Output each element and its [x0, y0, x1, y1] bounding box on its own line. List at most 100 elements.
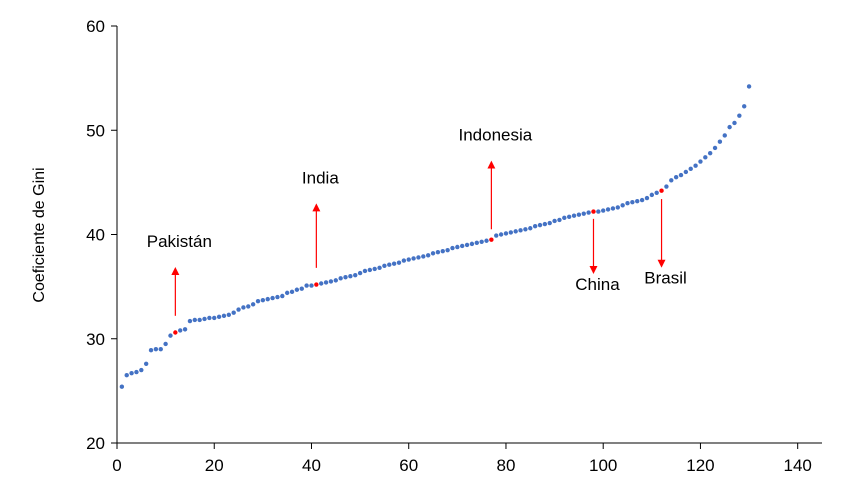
data-point — [284, 290, 290, 296]
data-point — [119, 384, 125, 389]
data-point — [323, 280, 329, 285]
annotation-label: Brasil — [644, 269, 687, 288]
data-point — [139, 367, 144, 373]
data-point — [202, 316, 207, 322]
data-point — [639, 197, 645, 203]
data-point — [182, 327, 188, 332]
data-point — [362, 268, 368, 274]
data-point — [620, 203, 625, 208]
data-point — [673, 174, 679, 180]
data-point — [669, 178, 674, 183]
data-point — [513, 229, 518, 234]
x-tick-label: 100 — [589, 456, 617, 475]
data-point — [391, 261, 397, 266]
data-point — [455, 244, 460, 250]
data-point — [212, 315, 217, 321]
highlighted-data-point — [173, 330, 178, 335]
data-point — [396, 260, 402, 265]
data-point — [241, 305, 246, 310]
data-point — [250, 302, 256, 307]
data-point — [596, 209, 601, 214]
highlighted-data-point — [314, 282, 319, 287]
data-point — [469, 241, 475, 247]
data-point — [319, 281, 324, 286]
data-point — [221, 313, 227, 319]
data-point — [532, 223, 538, 229]
data-point — [717, 139, 723, 144]
x-tick-label: 120 — [686, 456, 714, 475]
annotation-label: Pakistán — [147, 232, 212, 251]
data-point — [328, 279, 334, 284]
x-tick-label: 60 — [399, 456, 418, 475]
x-tick-label: 20 — [205, 456, 224, 475]
highlighted-data-point — [489, 237, 494, 242]
data-point — [625, 201, 630, 206]
data-point — [421, 254, 426, 259]
data-point — [357, 270, 363, 276]
data-point — [601, 208, 606, 213]
data-point — [552, 218, 557, 224]
data-point — [727, 124, 732, 130]
data-point — [503, 231, 509, 236]
data-point — [430, 251, 436, 256]
data-point — [187, 318, 193, 324]
data-point — [508, 230, 514, 235]
data-point — [377, 265, 382, 271]
data-point — [479, 239, 484, 244]
data-point — [542, 221, 548, 227]
data-point — [192, 317, 197, 323]
data-point — [299, 286, 304, 291]
annotation-labels: Pakistán India Indonesia China Brasil — [147, 126, 687, 294]
data-point — [737, 113, 742, 118]
data-point — [353, 272, 358, 278]
data-point — [615, 205, 620, 210]
data-point — [518, 228, 523, 233]
data-point — [557, 217, 562, 223]
data-point — [474, 240, 479, 246]
data-point — [134, 369, 139, 375]
data-point — [158, 346, 163, 352]
data-point — [630, 199, 635, 205]
y-axis-label: Coeficiente de Gini — [31, 167, 48, 302]
data-point — [289, 289, 295, 295]
data-point — [178, 328, 183, 333]
data-point — [547, 220, 552, 226]
data-point — [537, 222, 543, 228]
data-point — [746, 84, 752, 89]
data-point — [372, 266, 377, 272]
highlighted-data-point — [659, 188, 664, 193]
data-point — [664, 184, 669, 189]
data-point — [644, 195, 650, 201]
data-point — [425, 253, 431, 258]
data-point — [411, 256, 416, 261]
data-point — [571, 213, 577, 218]
data-point — [207, 315, 212, 321]
data-point — [484, 238, 489, 243]
data-point — [732, 120, 737, 126]
data-point — [226, 312, 232, 317]
data-point — [294, 287, 300, 292]
data-point — [610, 206, 616, 211]
data-point — [678, 172, 684, 178]
y-tick-label: 30 — [86, 330, 105, 349]
data-point — [333, 278, 338, 283]
data-points — [119, 84, 752, 389]
annotation-arrows — [171, 160, 666, 316]
data-point — [586, 210, 591, 215]
data-point — [338, 276, 343, 281]
data-point — [246, 304, 251, 309]
y-tick-label: 60 — [86, 17, 105, 36]
data-point — [275, 294, 280, 300]
data-point — [270, 295, 275, 301]
data-point — [742, 104, 747, 109]
data-point — [304, 283, 309, 288]
x-tick-label: 40 — [302, 456, 321, 475]
data-point — [649, 192, 655, 198]
data-point — [231, 310, 236, 315]
data-point — [464, 242, 470, 248]
data-point — [260, 297, 266, 303]
data-point — [635, 198, 640, 204]
y-axis-ticks: 20 30 40 50 60 — [86, 17, 117, 453]
data-point — [654, 190, 659, 195]
